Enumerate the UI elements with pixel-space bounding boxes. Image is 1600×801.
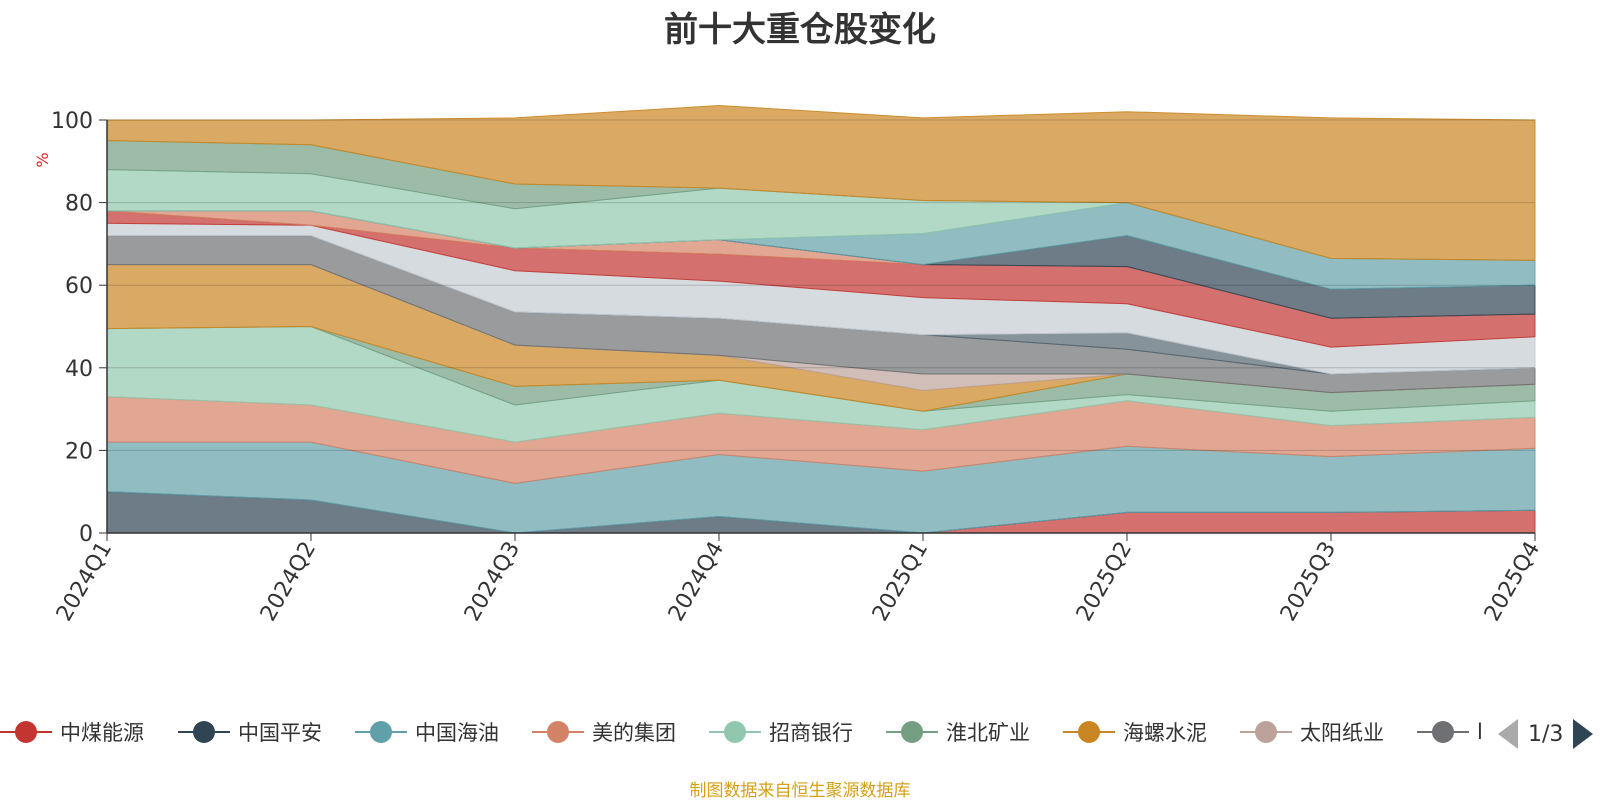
x-tick-label: 2025Q2 — [1072, 538, 1137, 626]
x-tick-label: 2024Q2 — [256, 538, 321, 626]
area-series-18[interactable] — [106, 104, 1536, 261]
legend-item[interactable]: 美的集团 — [532, 712, 676, 752]
legend-page-indicator: 1/3 — [1528, 721, 1564, 747]
stacked-area-chart: 0 20 40 60 80 100 2024Q1 2024Q2 2024Q3 2024Q4 2025… — [33, 104, 1545, 626]
chart-title: 前十大重仓股变化 — [664, 10, 936, 50]
legend-item[interactable]: 中国海油 — [355, 712, 499, 752]
legend-item[interactable]: 中国平安 — [178, 712, 322, 752]
y-axis-label: % — [33, 152, 52, 167]
y-tick-label: 0 — [79, 522, 93, 547]
legend-label: 中国平安 — [238, 721, 322, 745]
circle-marker-icon — [532, 721, 584, 743]
legend-label: 美的集团 — [592, 721, 676, 745]
circle-marker-icon — [1240, 721, 1292, 743]
legend: 中煤能源 中国平安 中国海油 美的集团 招商银行 淮北矿业 海螺水泥 太阳纸业 l — [0, 712, 1600, 752]
legend-item[interactable]: 淮北矿业 — [886, 712, 1030, 752]
legend-item[interactable]: 中煤能源 — [0, 712, 144, 752]
triangle-left-icon[interactable] — [1498, 719, 1518, 749]
y-tick-label: 100 — [51, 109, 93, 134]
legend-label: 太阳纸业 — [1300, 721, 1384, 745]
y-tick-label: 20 — [65, 439, 93, 464]
y-tick-label: 80 — [65, 192, 93, 217]
y-tick-label: 40 — [65, 357, 93, 382]
circle-marker-icon — [1063, 721, 1115, 743]
circle-marker-icon — [886, 721, 938, 743]
legend-pager: 1/3 — [1498, 716, 1594, 752]
legend-item[interactable]: 海螺水泥 — [1063, 712, 1207, 752]
circle-marker-icon — [355, 721, 407, 743]
y-tick-label: 60 — [65, 274, 93, 299]
legend-label: 淮北矿业 — [946, 721, 1030, 745]
data-source-footer: 制图数据来自恒生聚源数据库 — [689, 781, 911, 801]
triangle-right-icon[interactable] — [1573, 719, 1594, 749]
area-series-group — [106, 104, 1536, 534]
grid-lines — [107, 119, 1535, 451]
legend-item[interactable]: 招商银行 — [709, 712, 853, 752]
x-tick-label: 2025Q4 — [1480, 538, 1545, 626]
x-tick-label: 2024Q3 — [460, 538, 525, 626]
x-tick-label: 2024Q4 — [664, 538, 729, 626]
legend-label: l — [1477, 720, 1483, 744]
x-tick-label: 2024Q1 — [52, 538, 117, 626]
circle-marker-icon — [0, 721, 52, 743]
circle-marker-icon — [1417, 721, 1469, 743]
circle-marker-icon — [709, 721, 761, 743]
legend-label: 中国海油 — [415, 721, 499, 745]
x-tick-label: 2025Q1 — [868, 538, 933, 626]
legend-label: 招商银行 — [769, 721, 853, 745]
x-tick-label: 2025Q3 — [1276, 538, 1341, 626]
legend-label: 海螺水泥 — [1123, 721, 1207, 745]
circle-marker-icon — [178, 721, 230, 743]
legend-label: 中煤能源 — [60, 721, 144, 745]
legend-item[interactable]: l — [1417, 712, 1483, 752]
legend-item[interactable]: 太阳纸业 — [1240, 712, 1384, 752]
